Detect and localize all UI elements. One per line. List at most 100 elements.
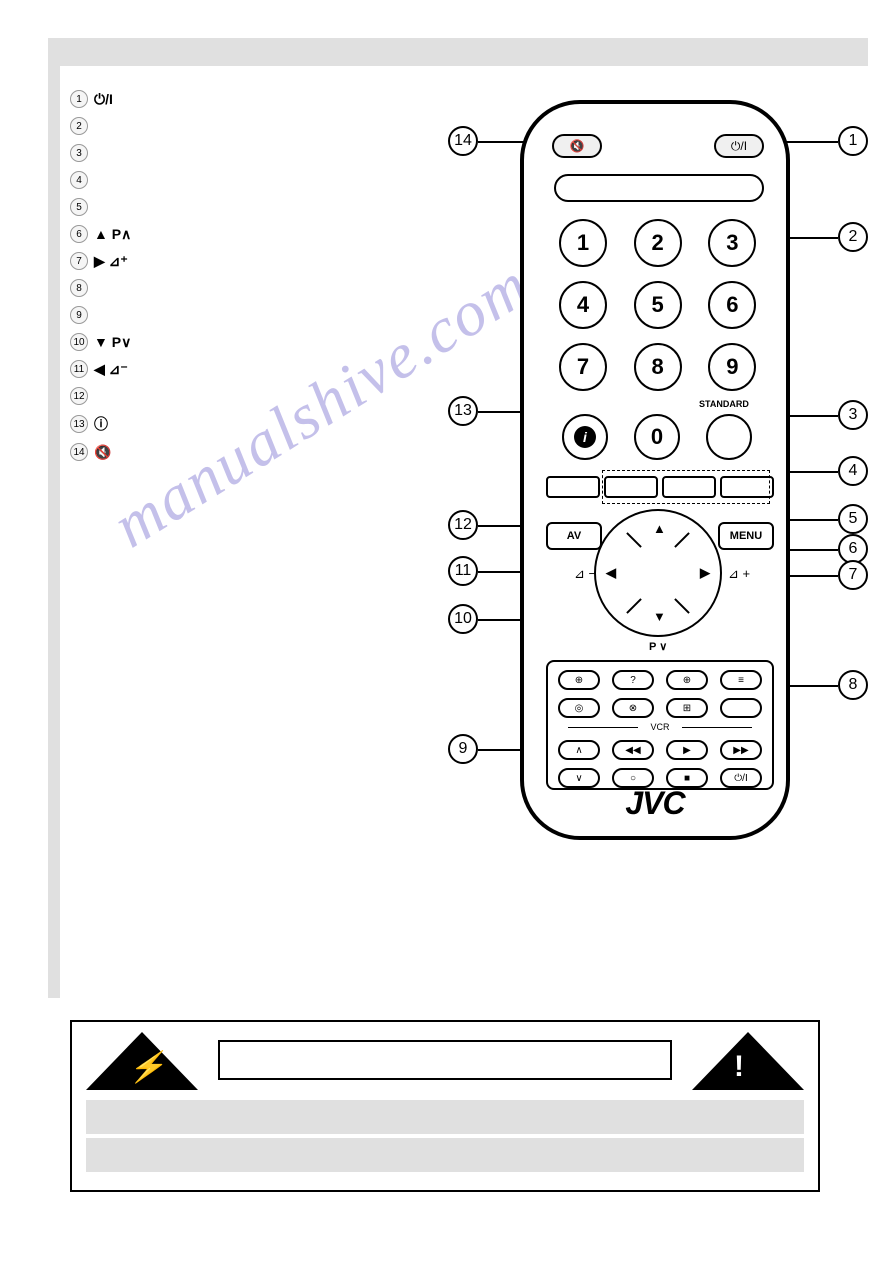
menu-button: MENU	[718, 522, 774, 550]
number-button: 2	[634, 219, 682, 267]
legend-item: 5	[70, 198, 330, 216]
callout-line	[784, 141, 838, 143]
legend-icon: 🔇	[94, 444, 111, 461]
callout-line	[784, 575, 838, 577]
number-button: 7	[559, 343, 607, 391]
panel-button: ≡	[720, 670, 762, 690]
legend-item: 11◀ ⊿⁻	[70, 360, 330, 378]
legend-icon: ◀ ⊿⁻	[94, 361, 128, 378]
legend-number: 5	[70, 198, 88, 216]
panel-button: ∧	[558, 740, 600, 760]
number-pad: 123456789	[559, 219, 759, 391]
legend-icon: ⏻/I	[94, 91, 113, 108]
zero-button: 0	[634, 414, 680, 460]
panel-button: ⊗	[612, 698, 654, 718]
callout-line	[784, 237, 838, 239]
standard-label: STANDARD	[699, 399, 749, 409]
legend-number: 6	[70, 225, 88, 243]
color-button	[604, 476, 658, 498]
legend-item: 9	[70, 306, 330, 324]
left-arrow-icon: ◀	[606, 565, 616, 581]
up-arrow-icon: ▲	[653, 521, 666, 536]
number-button: 1	[559, 219, 607, 267]
legend-number: 8	[70, 279, 88, 297]
color-buttons-row	[546, 476, 774, 498]
callout-number: 4	[838, 456, 868, 486]
top-gray-bar	[48, 38, 868, 66]
number-button: 9	[708, 343, 756, 391]
vol-minus-label: ⊿ −	[574, 566, 596, 582]
number-button: 3	[708, 219, 756, 267]
callout-line	[478, 141, 528, 143]
lower-button-panel: ⊕?⊕≡ ◎⊗⊞ VCR ∧◀◀▶▶▶ ∨○■⏻/I	[546, 660, 774, 790]
legend-icon: ▼ P∨	[94, 334, 131, 351]
callout-number: 14	[448, 126, 478, 156]
callout-number: 1	[838, 126, 868, 156]
legend-icon: ▶ ⊿⁺	[94, 253, 128, 270]
caution-text-row	[86, 1138, 804, 1172]
vol-plus-label: ⊿ +	[728, 566, 750, 582]
callout-number: 7	[838, 560, 868, 590]
legend-number: 2	[70, 117, 88, 135]
callout-number: 10	[448, 604, 478, 634]
callout-number: 8	[838, 670, 868, 700]
legend-item: 12	[70, 387, 330, 405]
number-button: 5	[634, 281, 682, 329]
legend-item: 13ⓘ	[70, 414, 330, 434]
legend-item: 10 ▼ P∨	[70, 333, 330, 351]
standard-button	[706, 414, 752, 460]
legend-number: 4	[70, 171, 88, 189]
legend-item: 1 ⏻/I	[70, 90, 330, 108]
warning-triangle-icon: !	[692, 1032, 804, 1090]
legend-icon: ▲ P∧	[94, 226, 131, 243]
callout-number: 5	[838, 504, 868, 534]
legend-item: 7 ▶ ⊿⁺	[70, 252, 330, 270]
remote-body: 🔇 ⏻/I 123456789 STANDARD i 0 AV MENU P ∧…	[520, 100, 790, 840]
legend-item: 6 ▲ P∧	[70, 225, 330, 243]
callout-line	[784, 519, 838, 521]
callout-number: 12	[448, 510, 478, 540]
panel-button: ▶	[666, 740, 708, 760]
info-button: i	[562, 414, 608, 460]
callout-number: 11	[448, 556, 478, 586]
number-button: 6	[708, 281, 756, 329]
mute-button: 🔇	[552, 134, 602, 158]
panel-button: ⊞	[666, 698, 708, 718]
callout-line	[784, 685, 838, 687]
color-button	[546, 476, 600, 498]
panel-button: ⊕	[666, 670, 708, 690]
callout-number: 13	[448, 396, 478, 426]
down-arrow-icon: ▼	[653, 609, 666, 624]
panel-button: ?	[612, 670, 654, 690]
vcr-label: VCR	[548, 722, 772, 732]
legend-item: 4	[70, 171, 330, 189]
legend-item: 8	[70, 279, 330, 297]
p-down-label: P ∨	[649, 640, 667, 653]
remote-diagram: 14131211109 12345678 🔇 ⏻/I 123456789 STA…	[440, 80, 880, 860]
legend-number: 3	[70, 144, 88, 162]
legend-list: 1 ⏻/I 2 3 4 5 6 ▲ P∧ 7 ▶ ⊿⁺ 8 9 10 ▼ P∨ 11◀ ⊿⁻ 12 13ⓘ 14 🔇	[70, 90, 330, 470]
shock-triangle-icon: ⚡	[86, 1032, 198, 1090]
panel-button: ▶▶	[720, 740, 762, 760]
legend-number: 10	[70, 333, 88, 351]
color-button	[720, 476, 774, 498]
d-pad: ▲ ▼ ◀ ▶	[594, 509, 724, 639]
legend-number: 14	[70, 443, 88, 461]
legend-number: 12	[70, 387, 88, 405]
legend-number: 13	[70, 415, 88, 433]
brand-logo: JVC	[524, 785, 786, 822]
legend-number: 9	[70, 306, 88, 324]
panel-button	[720, 698, 762, 718]
legend-number: 7	[70, 252, 88, 270]
legend-item: 14 🔇	[70, 443, 330, 461]
callout-line	[784, 549, 838, 551]
panel-button: ◎	[558, 698, 600, 718]
legend-item: 2	[70, 117, 330, 135]
caution-box: ⚡ !	[70, 1020, 820, 1192]
callout-line	[784, 415, 838, 417]
display-window	[554, 174, 764, 202]
panel-button: ◀◀	[612, 740, 654, 760]
power-button: ⏻/I	[714, 134, 764, 158]
legend-number: 1	[70, 90, 88, 108]
number-button: 8	[634, 343, 682, 391]
